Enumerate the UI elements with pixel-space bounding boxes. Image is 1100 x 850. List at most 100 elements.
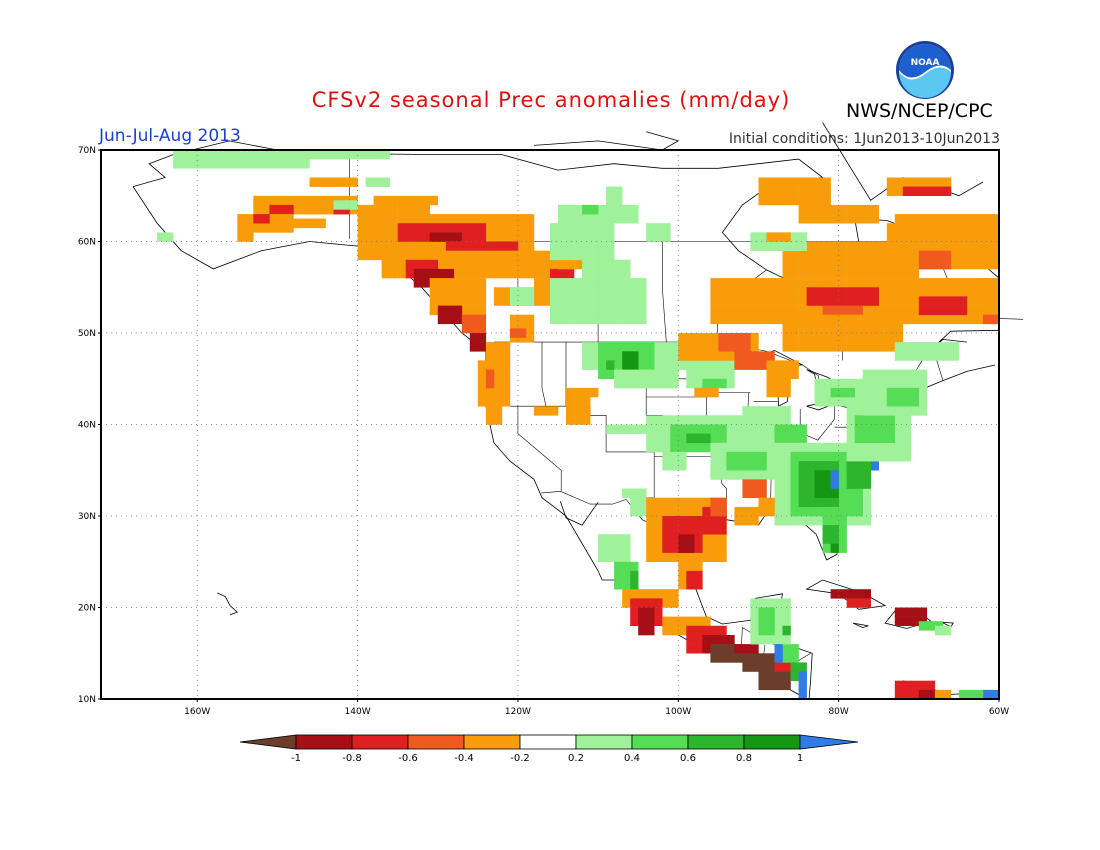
anomaly-cell	[790, 488, 799, 498]
anomaly-cell	[638, 351, 647, 361]
anomaly-cell	[790, 268, 799, 279]
anomaly-cell	[181, 159, 190, 169]
anomaly-cell	[942, 278, 952, 288]
anomaly-cell	[606, 204, 615, 215]
anomaly-cell	[822, 278, 831, 288]
anomaly-cell	[886, 406, 896, 416]
anomaly-cell	[926, 232, 936, 242]
anomaly-cell	[525, 241, 535, 251]
anomaly-cell	[349, 200, 358, 210]
anomaly-cell	[766, 653, 775, 663]
anomaly-cell	[934, 241, 944, 251]
anomaly-cell	[790, 671, 799, 681]
anomaly-cell	[862, 589, 871, 599]
anomaly-cell	[806, 323, 815, 334]
anomaly-cell	[622, 580, 631, 590]
anomaly-cell	[622, 424, 631, 434]
anomaly-cell	[381, 250, 390, 261]
anomaly-cell	[638, 342, 647, 352]
anomaly-cell	[638, 607, 647, 617]
anomaly-cell	[983, 287, 992, 297]
anomaly-cell	[437, 250, 447, 261]
anomaly-cell	[798, 259, 807, 270]
anomaly-cell	[606, 223, 615, 233]
anomaly-cell	[926, 305, 936, 316]
anomaly-cell	[405, 232, 414, 242]
anomaly-cell	[926, 314, 936, 325]
anomaly-cell	[365, 241, 374, 251]
anomaly-cell	[726, 342, 735, 352]
anomaly-cell	[566, 296, 575, 306]
anomaly-cell	[983, 305, 992, 316]
anomaly-cell	[894, 406, 904, 416]
anomaly-cell	[830, 387, 839, 398]
anomaly-cell	[966, 223, 976, 233]
anomaly-cell	[862, 342, 871, 352]
anomaly-cell	[694, 378, 703, 389]
anomaly-cell	[766, 497, 775, 508]
anomaly-cell	[461, 268, 471, 279]
anomaly-cell	[646, 525, 655, 535]
anomaly-cell	[686, 497, 695, 508]
anomaly-cell	[702, 351, 711, 361]
anomaly-cell	[558, 287, 567, 297]
anomaly-cell	[245, 223, 254, 233]
anomaly-cell	[453, 278, 463, 288]
anomaly-cell	[774, 479, 783, 489]
anomaly-cell	[277, 195, 286, 206]
anomaly-cell	[926, 250, 936, 261]
anomaly-cell	[726, 451, 735, 462]
anomaly-cell	[221, 150, 230, 160]
coastline	[695, 552, 813, 700]
anomaly-cell	[838, 497, 847, 508]
anomaly-cell	[862, 488, 871, 498]
anomaly-cell	[902, 287, 912, 297]
anomaly-cell	[582, 360, 591, 370]
anomaly-cell	[838, 525, 847, 535]
anomaly-cell	[550, 406, 559, 416]
anomaly-cell	[774, 369, 783, 379]
anomaly-cell	[790, 424, 799, 434]
anomaly-cell	[822, 442, 831, 453]
anomaly-cell	[894, 689, 904, 700]
anomaly-cell	[598, 543, 607, 553]
anomaly-cell	[878, 397, 887, 407]
anomaly-cell	[942, 250, 952, 261]
anomaly-cell	[702, 378, 711, 389]
anomaly-cell	[894, 342, 904, 352]
anomaly-cell	[774, 616, 783, 626]
anomaly-cell	[726, 378, 735, 389]
anomaly-cell	[870, 424, 879, 434]
anomaly-cell	[598, 314, 607, 325]
lat-label: 70N	[78, 146, 96, 156]
anomaly-cell	[942, 305, 952, 316]
anomaly-cell	[590, 204, 599, 215]
anomaly-cell	[742, 653, 751, 663]
anomaly-cell	[710, 387, 719, 398]
anomaly-cell	[485, 360, 495, 370]
anomaly-cell	[357, 223, 366, 233]
anomaly-cell	[950, 296, 960, 306]
anomaly-cell	[894, 680, 904, 691]
anomaly-cell	[742, 644, 751, 654]
anomaly-cell	[654, 525, 663, 535]
anomaly-cell	[830, 506, 839, 517]
anomaly-cell	[862, 250, 871, 261]
anomaly-cell	[742, 406, 751, 416]
anomaly-cell	[590, 250, 599, 261]
anomaly-cell	[453, 305, 463, 316]
anomaly-cell	[237, 150, 246, 160]
anomaly-cell	[918, 214, 928, 224]
anomaly-cell	[365, 204, 374, 215]
anomaly-cell	[726, 296, 735, 306]
anomaly-cell	[485, 250, 495, 261]
anomaly-cell	[838, 589, 847, 599]
anomaly-cell	[517, 232, 527, 242]
anomaly-cell	[662, 589, 671, 599]
anomaly-cell	[974, 287, 984, 297]
anomaly-cell	[902, 314, 912, 325]
anomaly-cell	[517, 259, 527, 270]
anomaly-cell	[253, 195, 262, 206]
anomaly-cell	[814, 241, 823, 251]
anomaly-cell	[413, 223, 422, 233]
